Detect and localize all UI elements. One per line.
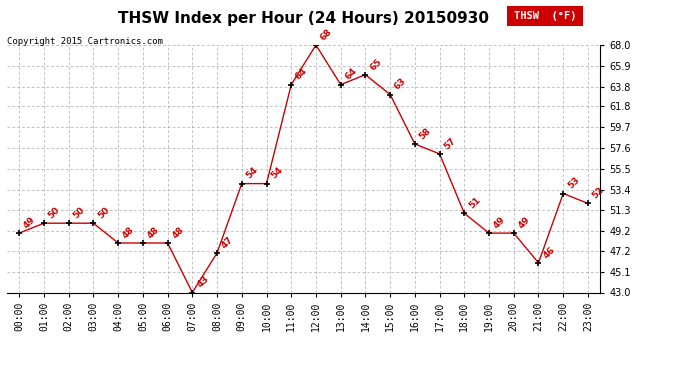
- Text: 58: 58: [417, 126, 433, 141]
- Text: THSW Index per Hour (24 Hours) 20150930: THSW Index per Hour (24 Hours) 20150930: [118, 11, 489, 26]
- Text: 54: 54: [269, 165, 284, 181]
- Text: 49: 49: [492, 215, 507, 230]
- Text: 63: 63: [393, 76, 408, 92]
- Text: 50: 50: [72, 205, 87, 220]
- Text: 68: 68: [319, 27, 334, 42]
- Text: 64: 64: [344, 66, 359, 82]
- Text: 48: 48: [170, 225, 186, 240]
- Text: 57: 57: [442, 136, 457, 151]
- Text: 50: 50: [96, 205, 111, 220]
- Text: 65: 65: [368, 57, 384, 72]
- Text: Copyright 2015 Cartronics.com: Copyright 2015 Cartronics.com: [7, 38, 163, 46]
- Text: 43: 43: [195, 274, 210, 290]
- Text: 54: 54: [244, 165, 260, 181]
- Text: THSW  (°F): THSW (°F): [514, 11, 576, 21]
- Text: 52: 52: [591, 185, 606, 201]
- Text: 48: 48: [121, 225, 136, 240]
- Text: 51: 51: [467, 195, 482, 210]
- Text: 49: 49: [517, 215, 532, 230]
- Text: 49: 49: [22, 215, 37, 230]
- Text: 64: 64: [294, 66, 309, 82]
- Text: 53: 53: [566, 176, 581, 191]
- Text: 50: 50: [47, 205, 62, 220]
- Text: 46: 46: [541, 245, 557, 260]
- Text: 48: 48: [146, 225, 161, 240]
- Text: 47: 47: [220, 235, 235, 250]
